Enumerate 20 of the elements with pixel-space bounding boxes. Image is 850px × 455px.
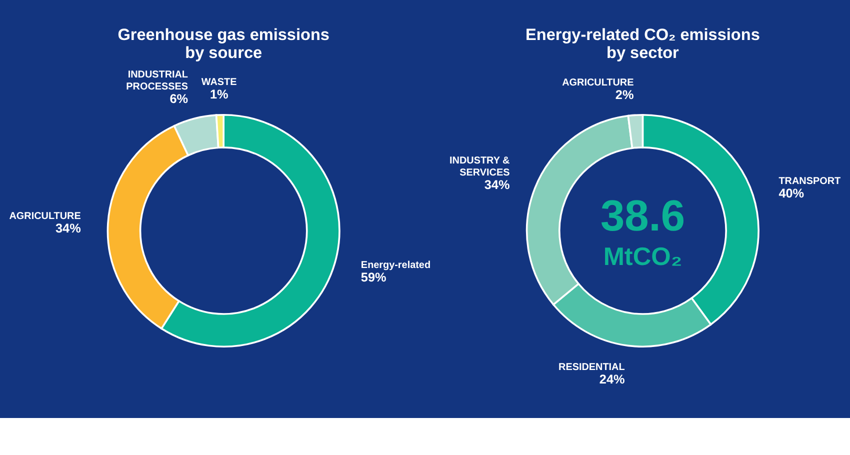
chart-title: Greenhouse gas emissions by source bbox=[118, 26, 330, 62]
chart-title: Energy-related CO₂ emissions by sector bbox=[526, 26, 760, 62]
data-label: 34% bbox=[484, 178, 510, 192]
slice-label: RESIDENTIAL bbox=[558, 362, 625, 373]
data-label: 6% bbox=[170, 92, 188, 106]
data-label: 34% bbox=[56, 222, 81, 236]
data-label: 24% bbox=[599, 372, 625, 386]
slice-label: AGRICULTURE bbox=[562, 77, 634, 88]
category-label: INDUSTRIAL PROCESSES bbox=[126, 70, 188, 92]
slice-label: WASTE bbox=[201, 77, 238, 88]
slice-label: AGRICULTURE bbox=[9, 211, 82, 222]
text: 38.6 bbox=[600, 192, 685, 241]
slice-label: TRANSPORT bbox=[778, 176, 841, 187]
data-label: 40% bbox=[778, 186, 804, 200]
text: MtCO₂ bbox=[603, 243, 682, 272]
category-label: INDUSTRY & SERVICES bbox=[450, 156, 510, 178]
data-label: 2% bbox=[615, 88, 634, 102]
data-label: 59% bbox=[360, 270, 386, 284]
slice-label: Energy-related bbox=[360, 260, 431, 271]
data-label: 1% bbox=[210, 88, 228, 102]
